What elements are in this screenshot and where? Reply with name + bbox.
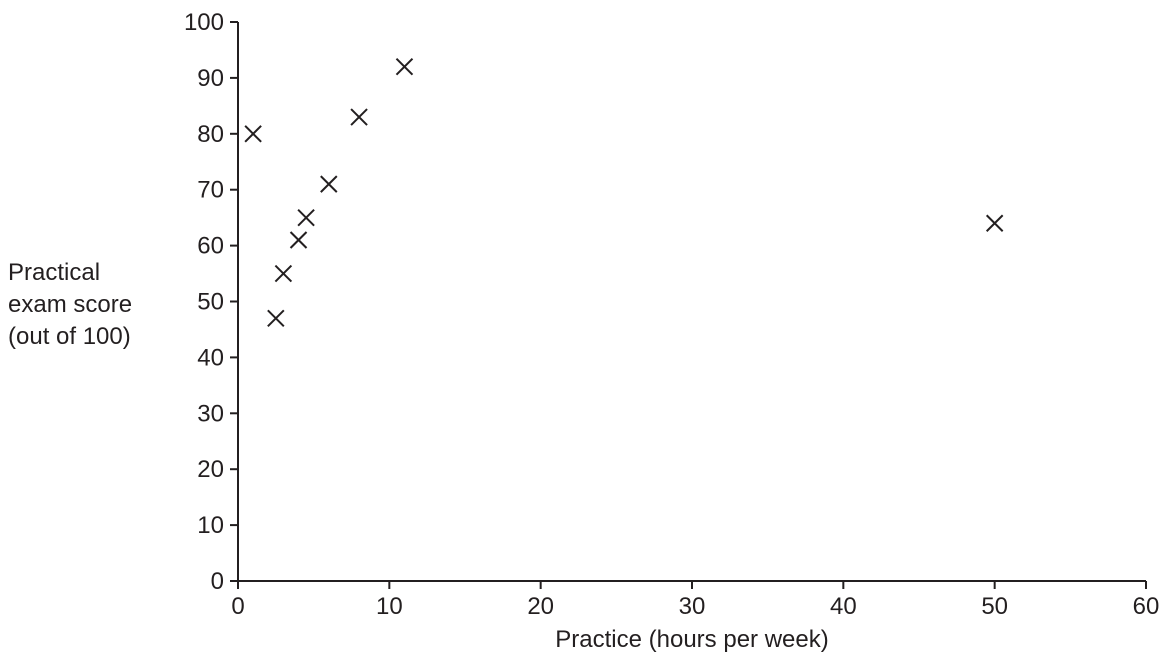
y-tick-label: 30 bbox=[197, 400, 224, 427]
y-axis-title: Practical exam score (out of 100) bbox=[8, 259, 132, 350]
y-axis-title-line-2: exam score bbox=[8, 291, 132, 318]
y-tick-label: 40 bbox=[197, 344, 224, 371]
data-point-cross bbox=[395, 58, 414, 76]
y-tick-label: 100 bbox=[184, 9, 224, 36]
x-tick-label: 60 bbox=[1133, 593, 1160, 620]
x-tick-label: 10 bbox=[376, 593, 403, 620]
x-tick-label: 40 bbox=[830, 593, 857, 620]
data-points bbox=[244, 58, 1004, 327]
x-tick-label: 20 bbox=[527, 593, 554, 620]
y-tick-label: 60 bbox=[197, 233, 224, 260]
data-point-cross bbox=[289, 231, 308, 249]
data-point-cross bbox=[244, 125, 262, 143]
data-point-cross bbox=[297, 208, 315, 227]
y-axis-title-line-3: (out of 100) bbox=[8, 323, 131, 350]
x-tick-label: 30 bbox=[679, 593, 706, 620]
y-axis-title-line-1: Practical bbox=[8, 259, 100, 286]
x-axis-title: Practice (hours per week) bbox=[555, 626, 828, 653]
x-axis-ticks: 0 10 20 30 40 50 60 bbox=[231, 581, 1159, 620]
x-tick-label: 0 bbox=[231, 593, 244, 620]
y-tick-label: 80 bbox=[197, 121, 224, 148]
x-tick-label: 50 bbox=[981, 593, 1008, 620]
y-tick-label: 0 bbox=[211, 568, 224, 595]
y-axis-ticks: 0 10 20 30 40 50 60 70 80 90 100 bbox=[184, 9, 238, 595]
y-tick-label: 10 bbox=[197, 512, 224, 539]
data-point-cross bbox=[985, 214, 1004, 232]
data-point-cross bbox=[320, 175, 338, 193]
y-tick-label: 90 bbox=[197, 65, 224, 92]
y-tick-label: 50 bbox=[197, 289, 224, 316]
y-tick-label: 20 bbox=[197, 456, 224, 483]
data-point-cross bbox=[267, 309, 285, 327]
data-point-cross bbox=[274, 264, 293, 283]
y-tick-label: 70 bbox=[197, 177, 224, 204]
data-point-cross bbox=[350, 108, 368, 126]
